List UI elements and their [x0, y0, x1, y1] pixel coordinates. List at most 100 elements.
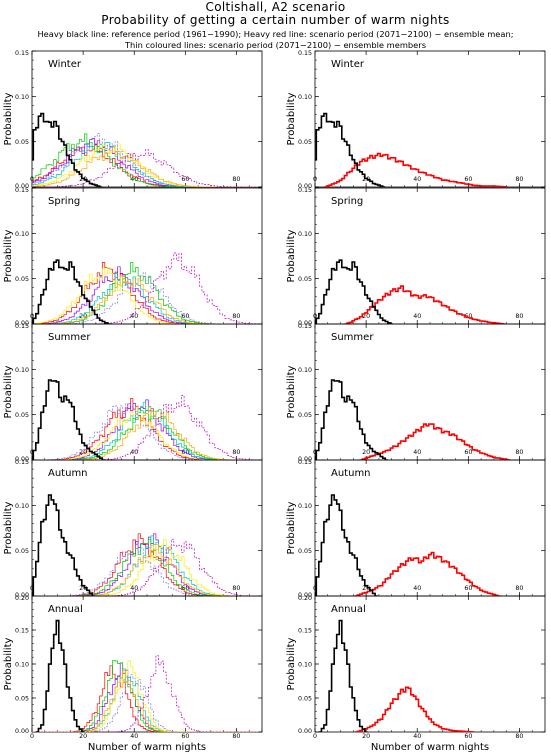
x-tick-label: 60: [464, 733, 472, 740]
x-tick-label: 20: [79, 733, 87, 740]
x-tick-label: 20: [362, 449, 370, 456]
x-tick-label: 40: [413, 585, 421, 592]
ensemble-member-line: [32, 252, 259, 324]
x-tick-label: 60: [181, 176, 189, 183]
ensemble-member-line: [32, 538, 259, 596]
ensemble-member-line: [32, 399, 259, 460]
y-tick-label: 0.10: [15, 503, 29, 510]
ensemble-member-line: [32, 262, 259, 324]
y-tick-label: 0.05: [298, 412, 312, 419]
ensemble-member-line: [32, 655, 259, 732]
y-axis-label: Probability: [3, 365, 14, 418]
x-tick-label: 20: [79, 313, 87, 320]
y-tick-label: 0.15: [15, 459, 29, 466]
ensemble-mean-line: [354, 551, 501, 596]
panel-annual-mean: 0.00 0.05 0.10 0.15 0.20 0 20 40 60 80 Annual: [298, 595, 546, 740]
chart-title: Coltishall, A2 scenario: [205, 0, 346, 14]
y-tick-label: 0.15: [15, 323, 29, 330]
y-tick-label: 0.00: [298, 592, 312, 599]
reference-line: [315, 494, 378, 596]
ensemble-member-line: [32, 668, 259, 732]
ensemble-member-line: [32, 398, 259, 460]
panel-autumn-mean: 0.00 0.05 0.10 0.15 0 20 40 60 80 Autumn: [298, 459, 546, 599]
y-tick-label: 0.00: [298, 456, 312, 463]
season-label: Summer: [48, 332, 91, 343]
y-tick-label: 0.15: [15, 187, 29, 194]
ensemble-member-line: [32, 133, 259, 187]
season-label: Annual: [48, 604, 83, 615]
reference-line: [318, 619, 368, 732]
x-tick-label: 40: [413, 313, 421, 320]
x-tick-label: 20: [79, 585, 87, 592]
ensemble-member-line: [32, 659, 259, 732]
x-tick-label: 20: [79, 176, 87, 183]
y-tick-label: 0.05: [15, 696, 29, 703]
x-tick-label: 80: [232, 733, 240, 740]
ensemble-member-line: [32, 262, 259, 324]
plot-frame: [31, 187, 263, 325]
y-tick-label: 0.00: [15, 456, 29, 463]
ensemble-member-line: [32, 133, 259, 187]
y-tick-label: 0.05: [15, 548, 29, 555]
y-tick-label: 0.00: [15, 728, 29, 735]
reference-line: [315, 379, 388, 460]
ensemble-member-line: [32, 401, 259, 460]
x-tick-label: 60: [464, 176, 472, 183]
reference-line: [315, 112, 386, 187]
y-tick-label: 0.05: [298, 139, 312, 146]
plot-frame: [314, 187, 546, 325]
ensemble-member-line: [32, 660, 259, 732]
x-tick-label: 80: [515, 313, 523, 320]
y-tick-label: 0.00: [298, 728, 312, 735]
season-label: Winter: [331, 59, 365, 70]
y-tick-label: 0.10: [15, 367, 29, 374]
x-tick-label: 40: [130, 176, 138, 183]
ensemble-member-line: [32, 538, 259, 596]
reference-line: [32, 494, 95, 596]
x-tick-label: 80: [515, 585, 523, 592]
x-tick-label: 0: [30, 449, 34, 456]
x-tick-label: 80: [515, 449, 523, 456]
x-tick-label: 0: [30, 733, 34, 740]
plot-frame: [31, 459, 263, 597]
x-tick-label: 20: [79, 449, 87, 456]
ensemble-member-line: [32, 543, 259, 596]
y-tick-label: 0.10: [298, 662, 312, 669]
x-tick-label: 20: [362, 585, 370, 592]
y-tick-label: 0.05: [15, 139, 29, 146]
reference-line: [32, 259, 110, 324]
x-tick-label: 80: [515, 176, 523, 183]
y-tick-label: 0.10: [15, 231, 29, 238]
legend-line-2: Thin coloured lines: scenario period (20…: [124, 40, 427, 50]
plot-frame: [31, 323, 263, 461]
ensemble-member-line: [32, 406, 259, 460]
reference-line: [35, 619, 85, 732]
ensemble-member-line: [32, 267, 259, 324]
reference-line: [32, 112, 103, 187]
season-label: Spring: [48, 196, 80, 207]
panel-winter-mean: 0.00 0.05 0.10 0.15 0 20 40 60 80 Winter: [298, 50, 546, 190]
y-axis-label: Probability: [3, 501, 14, 554]
x-tick-label: 20: [362, 733, 370, 740]
x-tick-label: 40: [130, 585, 138, 592]
x-tick-label: 0: [30, 585, 34, 592]
y-axis-label: Probability: [3, 229, 14, 282]
ensemble-member-line: [32, 538, 259, 596]
x-tick-label: 0: [313, 733, 317, 740]
x-axis-label: Number of warm nights: [371, 742, 489, 753]
y-axis-label: Probability: [286, 229, 297, 282]
x-tick-label: 60: [464, 585, 472, 592]
chart-subtitle: Probability of getting a certain number …: [101, 13, 450, 27]
x-tick-label: 0: [313, 313, 317, 320]
x-tick-label: 60: [181, 733, 189, 740]
x-tick-label: 20: [362, 313, 370, 320]
x-tick-label: 40: [130, 313, 138, 320]
x-tick-label: 40: [130, 733, 138, 740]
y-axis-label: Probability: [3, 637, 14, 690]
x-tick-label: 40: [413, 176, 421, 183]
ensemble-mean-line: [354, 686, 475, 732]
y-tick-label: 0.15: [298, 323, 312, 330]
plot-frame: [314, 459, 546, 597]
